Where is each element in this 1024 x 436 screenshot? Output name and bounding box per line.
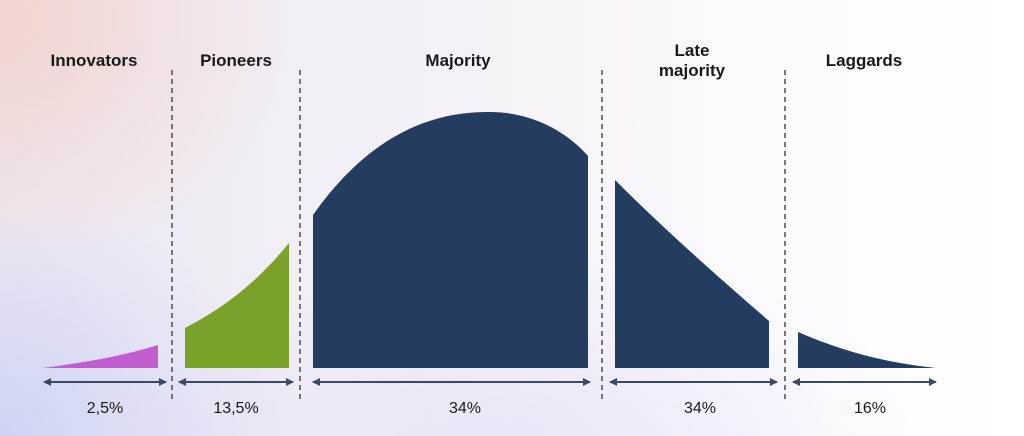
- segment-label-innovators: Innovators: [50, 51, 138, 70]
- segment-label-laggards: Laggards: [825, 51, 903, 70]
- segment-percent-majority: 34%: [448, 400, 482, 417]
- segment-percent-innovators: 2,5%: [86, 400, 124, 417]
- majority-area: [313, 112, 588, 368]
- segment-percent-pioneers: 13,5%: [213, 400, 259, 417]
- segment-percent-laggards: 16%: [853, 400, 887, 417]
- segment-label-late-majority: Late majority: [658, 41, 726, 80]
- segment-label-pioneers: Pioneers: [200, 51, 272, 70]
- segment-label-majority: Majority: [425, 51, 491, 70]
- pioneers-area: [185, 243, 289, 368]
- innovators-area: [42, 345, 158, 368]
- segment-percent-late-majority: 34%: [683, 400, 717, 417]
- late-majority-area: [615, 180, 769, 368]
- laggards-area: [798, 332, 936, 368]
